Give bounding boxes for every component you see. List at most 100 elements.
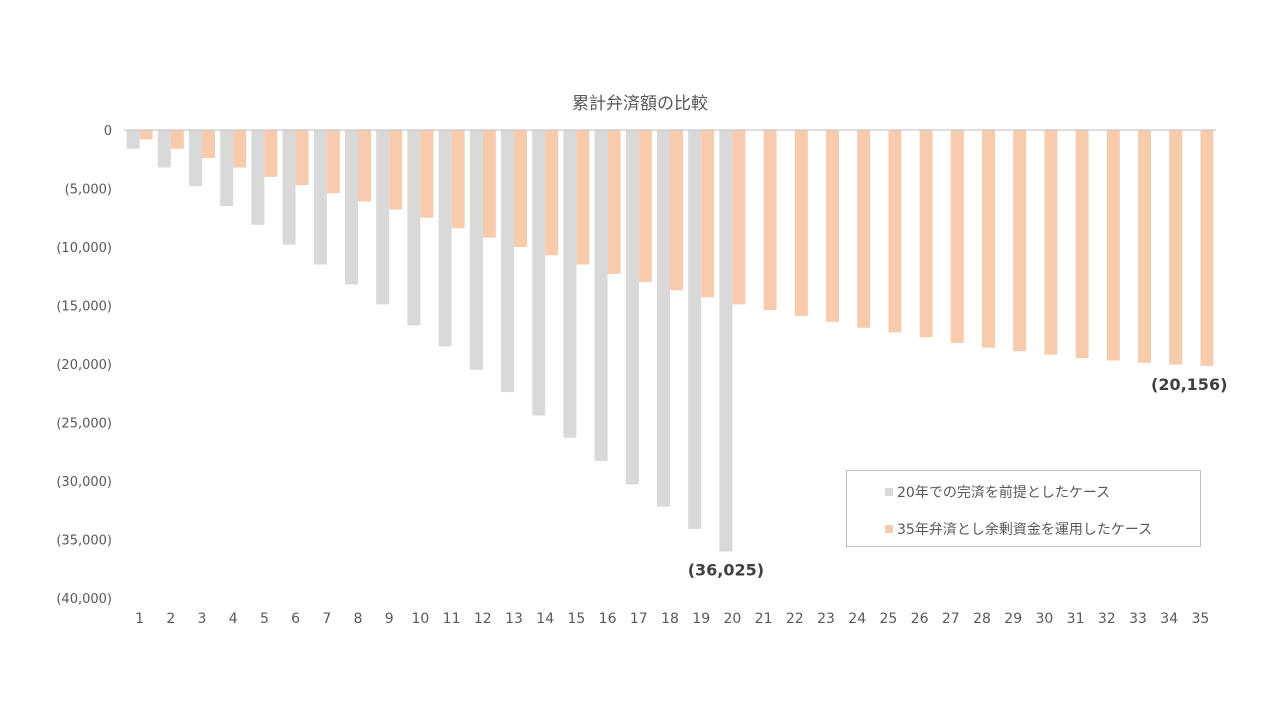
x-tick-label: 26 [911, 611, 929, 627]
bar-series-20yr [157, 130, 171, 168]
annotations: (36,025) (20,156) [688, 375, 1228, 580]
bar-series-35yr [638, 130, 652, 283]
x-tick-label: 34 [1160, 611, 1178, 627]
x-tick-label: 22 [786, 611, 804, 627]
y-axis: 0 (5,000) (10,000) (15,000) (20,000) (25,000)… [56, 124, 112, 607]
bar-series-20yr [189, 130, 202, 187]
y-tick-label: (15,000) [56, 300, 112, 315]
x-tick-label: 4 [229, 611, 238, 627]
data-label: (20,156) [1151, 375, 1227, 394]
y-tick-label: (20,000) [56, 358, 112, 373]
bar-series-35yr [888, 130, 902, 333]
y-tick-label: (40,000) [56, 592, 112, 607]
bar-series-20yr [532, 130, 546, 416]
bar-series-20yr [282, 130, 296, 245]
x-tick-label: 35 [1191, 611, 1209, 627]
legend-swatch-35yr [885, 525, 893, 533]
x-axis: 1 2 3 4 5 6 7 8 9 10 11 12 13 14 15 16 17 18 19 20 21 22 23 24 2… [135, 611, 1209, 627]
legend-swatch-20yr [885, 488, 893, 496]
bar-series-35yr [982, 130, 995, 348]
bar-series-20yr [688, 130, 702, 529]
bar-series-20yr [313, 130, 327, 265]
bar-series-20yr [438, 130, 452, 347]
bar-series-35yr [857, 130, 871, 328]
bar-series-20yr [594, 130, 608, 462]
y-tick-label: (30,000) [56, 475, 112, 490]
bar-series-35yr [451, 130, 465, 229]
legend-item-20yr: 20年での完済を前提としたケース [885, 482, 1110, 502]
x-tick-label: 11 [443, 611, 461, 627]
x-tick-label: 19 [692, 611, 710, 627]
y-tick-label: (35,000) [56, 534, 112, 549]
bar-series-35yr [732, 130, 746, 305]
legend-label-20yr: 20年での完済を前提としたケース [897, 485, 1111, 501]
bar-series-35yr [326, 130, 340, 194]
x-tick-label: 7 [322, 611, 331, 627]
bar-series-35yr [950, 130, 964, 343]
bar-series-35yr [264, 130, 278, 177]
x-tick-label: 3 [198, 611, 207, 627]
bar-series-20yr [501, 130, 514, 393]
bar-series-20yr [220, 130, 234, 207]
bar-series-35yr [919, 130, 933, 338]
x-tick-label: 28 [973, 611, 991, 627]
bar-series-20yr [251, 130, 265, 225]
bar-series-35yr [420, 130, 434, 218]
bar-series-35yr [826, 130, 839, 322]
x-tick-label: 1 [135, 611, 144, 627]
bar-series-20yr [719, 130, 733, 552]
bar-series-35yr [1013, 130, 1027, 352]
bar-series-35yr [139, 130, 153, 140]
x-tick-label: 16 [599, 611, 617, 627]
legend: 20年での完済を前提としたケース 35年弁済とし余剰資金を運用したケース [846, 470, 1201, 547]
x-tick-label: 23 [817, 611, 835, 627]
x-tick-label: 17 [630, 611, 648, 627]
x-tick-label: 15 [567, 611, 585, 627]
x-tick-label: 33 [1129, 611, 1147, 627]
bar-series-35yr [1138, 130, 1151, 363]
bar-series-35yr [202, 130, 215, 159]
x-tick-label: 32 [1098, 611, 1116, 627]
x-tick-label: 21 [755, 611, 773, 627]
x-tick-label: 24 [848, 611, 866, 627]
x-tick-label: 5 [260, 611, 269, 627]
bar-series-35yr [607, 130, 621, 274]
bar-series-35yr [358, 130, 371, 202]
bar-series-35yr [514, 130, 527, 247]
bar-series-35yr [545, 130, 559, 256]
bar-series-35yr [482, 130, 496, 238]
bar-series-35yr [1106, 130, 1120, 361]
bar-series-35yr [170, 130, 184, 149]
bar-series-35yr [763, 130, 777, 311]
x-tick-label: 9 [385, 611, 394, 627]
bar-series-20yr [376, 130, 390, 305]
bar-series-35yr [1200, 130, 1214, 366]
legend-label-35yr: 35年弁済とし余剰資金を運用したケース [897, 522, 1153, 538]
x-tick-label: 25 [879, 611, 897, 627]
bar-series-35yr [389, 130, 403, 210]
bars [126, 130, 1214, 552]
bar-series-35yr [295, 130, 309, 185]
bar-series-20yr [469, 130, 483, 370]
x-tick-label: 30 [1035, 611, 1053, 627]
x-tick-label: 6 [291, 611, 300, 627]
bar-series-20yr [563, 130, 577, 438]
bar-series-20yr [657, 130, 670, 507]
x-tick-label: 8 [354, 611, 363, 627]
data-label: (36,025) [688, 560, 764, 579]
bar-series-35yr [1075, 130, 1089, 359]
bar-series-35yr [233, 130, 247, 168]
x-tick-label: 18 [661, 611, 679, 627]
x-tick-label: 29 [1004, 611, 1022, 627]
x-tick-label: 13 [505, 611, 523, 627]
x-tick-label: 20 [723, 611, 741, 627]
y-tick-label: (25,000) [56, 417, 112, 432]
bar-series-35yr [1044, 130, 1058, 355]
x-tick-label: 27 [942, 611, 960, 627]
bar-series-35yr [1169, 130, 1183, 365]
bar-series-20yr [345, 130, 358, 285]
x-tick-label: 14 [536, 611, 554, 627]
y-tick-label: (10,000) [56, 241, 112, 256]
chart-title: 累計弁済額の比較 [572, 94, 708, 114]
